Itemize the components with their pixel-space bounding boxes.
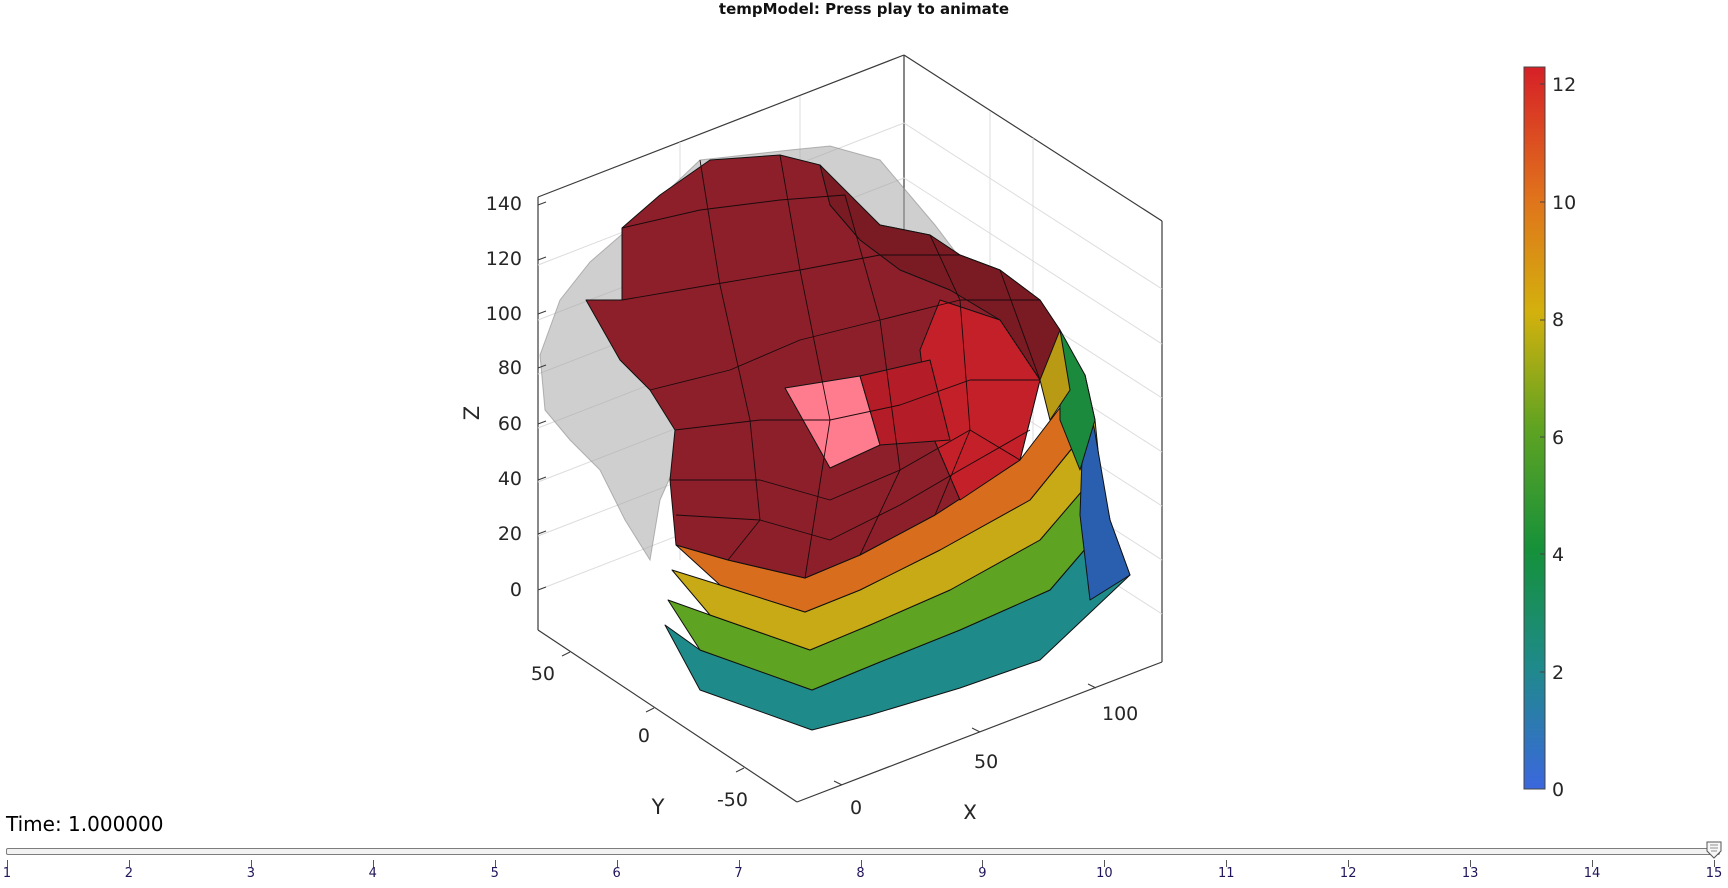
- frame-tick: [250, 860, 252, 867]
- frame-label: 8: [856, 866, 865, 881]
- frame-tick: [1226, 860, 1228, 867]
- z-tick-label: 60: [498, 413, 522, 435]
- colorbar-tick-label: 8: [1552, 309, 1564, 331]
- frame-tick: [494, 860, 496, 867]
- x-axis: 100 50 0 X: [833, 683, 1138, 825]
- frame-label: 14: [1583, 866, 1601, 881]
- frame-label: 6: [612, 866, 621, 881]
- x-tick-label: 100: [1102, 703, 1138, 725]
- y-axis-label: Y: [651, 795, 665, 819]
- colorbar-tick-label: 12: [1552, 74, 1576, 96]
- y-axis: 50 0 -50 Y: [531, 651, 748, 819]
- frame-tick: [738, 860, 740, 867]
- z-tick-label: 80: [498, 357, 522, 379]
- frame-tick: [860, 860, 862, 867]
- colorbar-tick-label: 2: [1552, 662, 1564, 684]
- frame-label: 12: [1339, 866, 1357, 881]
- frame-label: 15: [1705, 866, 1723, 881]
- frame-tick: [128, 860, 130, 867]
- z-axis-label: Z: [460, 406, 484, 420]
- colorbar-tick-label: 0: [1552, 779, 1564, 801]
- time-slider-track[interactable]: [6, 848, 1720, 855]
- frame-label: 7: [734, 866, 743, 881]
- colorbar-tick-label: 6: [1552, 427, 1564, 449]
- z-axis: 140 120 100 80 60 40 20 0 Z: [460, 193, 547, 601]
- frame-tick: [1104, 860, 1106, 867]
- figure-title: tempModel: Press play to animate: [718, 0, 1010, 18]
- z-tick-label: 120: [486, 248, 522, 270]
- time-slider-handle[interactable]: [1706, 841, 1722, 859]
- deformed-surface: [585, 154, 1131, 731]
- time-label: Time: 1.000000: [6, 812, 164, 836]
- y-tick-label: 50: [531, 663, 555, 685]
- frame-tick: [982, 860, 984, 867]
- frame-tick: [372, 860, 374, 867]
- frame-label: 5: [490, 866, 499, 881]
- frame-label: 9: [978, 866, 987, 881]
- x-tick-label: 50: [974, 751, 998, 773]
- y-tick-label: -50: [717, 789, 748, 811]
- z-tick-label: 20: [498, 523, 522, 545]
- frame-label: 10: [1096, 866, 1113, 881]
- frame-tick: [1348, 860, 1350, 867]
- frame-label: 11: [1218, 866, 1235, 881]
- y-tick-label: 0: [638, 725, 650, 747]
- frame-label: 1: [2, 866, 12, 881]
- frame-tick: [616, 860, 618, 867]
- colorbar-tick-label: 4: [1552, 544, 1564, 566]
- colorbar-gradient: [1523, 66, 1546, 790]
- frame-tick: [1592, 860, 1594, 867]
- frame-label: 3: [246, 866, 255, 881]
- colorbar-tick-label: 10: [1552, 192, 1576, 214]
- frame-tick: [1470, 860, 1472, 867]
- colorbar: 12 10 8 6 4 2 0: [1523, 66, 1576, 801]
- frame-label: 13: [1461, 866, 1479, 881]
- x-axis-label: X: [963, 801, 977, 825]
- x-tick-label: 0: [850, 797, 862, 819]
- frame-label: 2: [124, 866, 134, 881]
- frame-label: 4: [368, 866, 377, 881]
- frame-tick: [1714, 860, 1715, 867]
- z-tick-label: 0: [510, 579, 522, 601]
- z-tick-label: 140: [486, 193, 522, 215]
- z-tick-label: 40: [498, 468, 522, 490]
- z-tick-label: 100: [486, 303, 522, 325]
- frame-tick: [7, 860, 8, 867]
